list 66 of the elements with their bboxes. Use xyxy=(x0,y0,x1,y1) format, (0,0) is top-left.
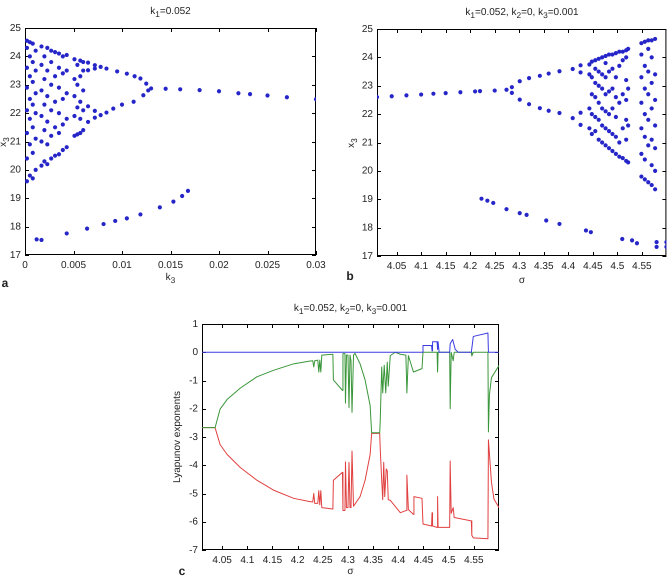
x-tick-label: 4.45 xyxy=(414,554,434,566)
y-tick-label: 24 xyxy=(10,51,22,62)
y-tick-label: 21 xyxy=(362,137,374,148)
y-tick-label: -2 xyxy=(189,404,198,414)
x-tick-label: 4.3 xyxy=(512,260,527,272)
x-axis-title: k$_{3}$ xyxy=(166,272,176,286)
x-tick-label: 4.5 xyxy=(442,554,456,566)
x-tick-label: 4.1 xyxy=(240,554,255,566)
y-tick-label: 0 xyxy=(192,347,198,358)
x-tick-label: 4.5 xyxy=(610,260,625,272)
y-tick-label: 25 xyxy=(10,22,22,34)
x-tick-label: 4.1 xyxy=(414,260,429,272)
chart-title: k$_{1}$=0.052, k$_{2}$=0, k$_{3}$=0.001 xyxy=(465,7,579,21)
x-tick-label: 0.005 xyxy=(60,260,86,271)
y-tick-label: 19 xyxy=(362,194,374,205)
x-tick-label: 4.35 xyxy=(363,554,384,566)
y-tick-label: -5 xyxy=(189,488,198,500)
x-tick-label: 4.55 xyxy=(464,554,484,566)
y-axis-title: Lyapunov exponents xyxy=(172,391,184,483)
y-tick-label: 23 xyxy=(10,80,22,90)
x-tick-label: 4.05 xyxy=(212,554,232,566)
x-tick-label: 0.03 xyxy=(306,260,326,271)
x-tick-label: 0.02 xyxy=(209,260,230,271)
x-tick-label: 0 xyxy=(22,260,28,271)
x-tick-label: 4.15 xyxy=(436,260,456,272)
chart-title: k$_{1}$=0.052, k$_{2}$=0, k$_{3}$=0.001 xyxy=(294,303,408,317)
y-tick-label: 25 xyxy=(362,24,374,35)
x-tick-label: 4.25 xyxy=(313,554,333,566)
x-tick-label: 4.4 xyxy=(561,260,576,272)
y-tick-label: 23 xyxy=(362,80,374,92)
x-axis-title: σ xyxy=(518,275,526,287)
y-tick-label: 20 xyxy=(10,164,22,176)
x-tick-label: 4.55 xyxy=(632,260,652,272)
chart-title: k$_{1}$=0.052 xyxy=(150,6,191,20)
x-tick-label: 4.15 xyxy=(262,554,283,566)
y-tick-label: 21 xyxy=(10,136,22,148)
x-tick-label: 4.2 xyxy=(463,260,478,272)
y-tick-label: 24 xyxy=(362,52,374,64)
x-tick-label: 0.025 xyxy=(254,260,280,271)
y-tick-label: 22 xyxy=(10,108,22,119)
y-tick-label: -3 xyxy=(189,432,198,443)
y-tick-label: 17 xyxy=(10,250,22,261)
x-tick-label: 0.01 xyxy=(112,260,132,271)
x-tick-label: 4.45 xyxy=(583,260,603,272)
y-tick-label: -7 xyxy=(189,544,198,556)
x-tick-label: 4.35 xyxy=(534,260,554,272)
y-tick-label: 1 xyxy=(192,318,198,330)
text: a xyxy=(2,276,8,290)
y-tick-label: 18 xyxy=(10,221,22,232)
y-tick-label: -6 xyxy=(189,516,198,528)
y-tick-label: -4 xyxy=(189,460,198,471)
y-tick-label: 20 xyxy=(362,166,374,177)
x-tick-label: 4.3 xyxy=(341,554,356,566)
y-tick-label: 22 xyxy=(362,108,374,120)
y-tick-label: 19 xyxy=(10,193,22,204)
x-tick-label: 4.05 xyxy=(386,260,407,272)
x-tick-label: 4.4 xyxy=(391,554,406,566)
y-tick-label: 17 xyxy=(362,250,374,262)
text: c xyxy=(178,564,186,578)
x-axis-title: σ xyxy=(347,566,354,578)
text: b xyxy=(346,269,354,283)
x-tick-label: 4.25 xyxy=(484,260,505,272)
x-tick-label: 4.2 xyxy=(290,554,306,566)
y-tick-label: -1 xyxy=(189,375,198,386)
x-tick-label: 0.015 xyxy=(158,260,184,271)
y-tick-label: 18 xyxy=(362,222,374,234)
